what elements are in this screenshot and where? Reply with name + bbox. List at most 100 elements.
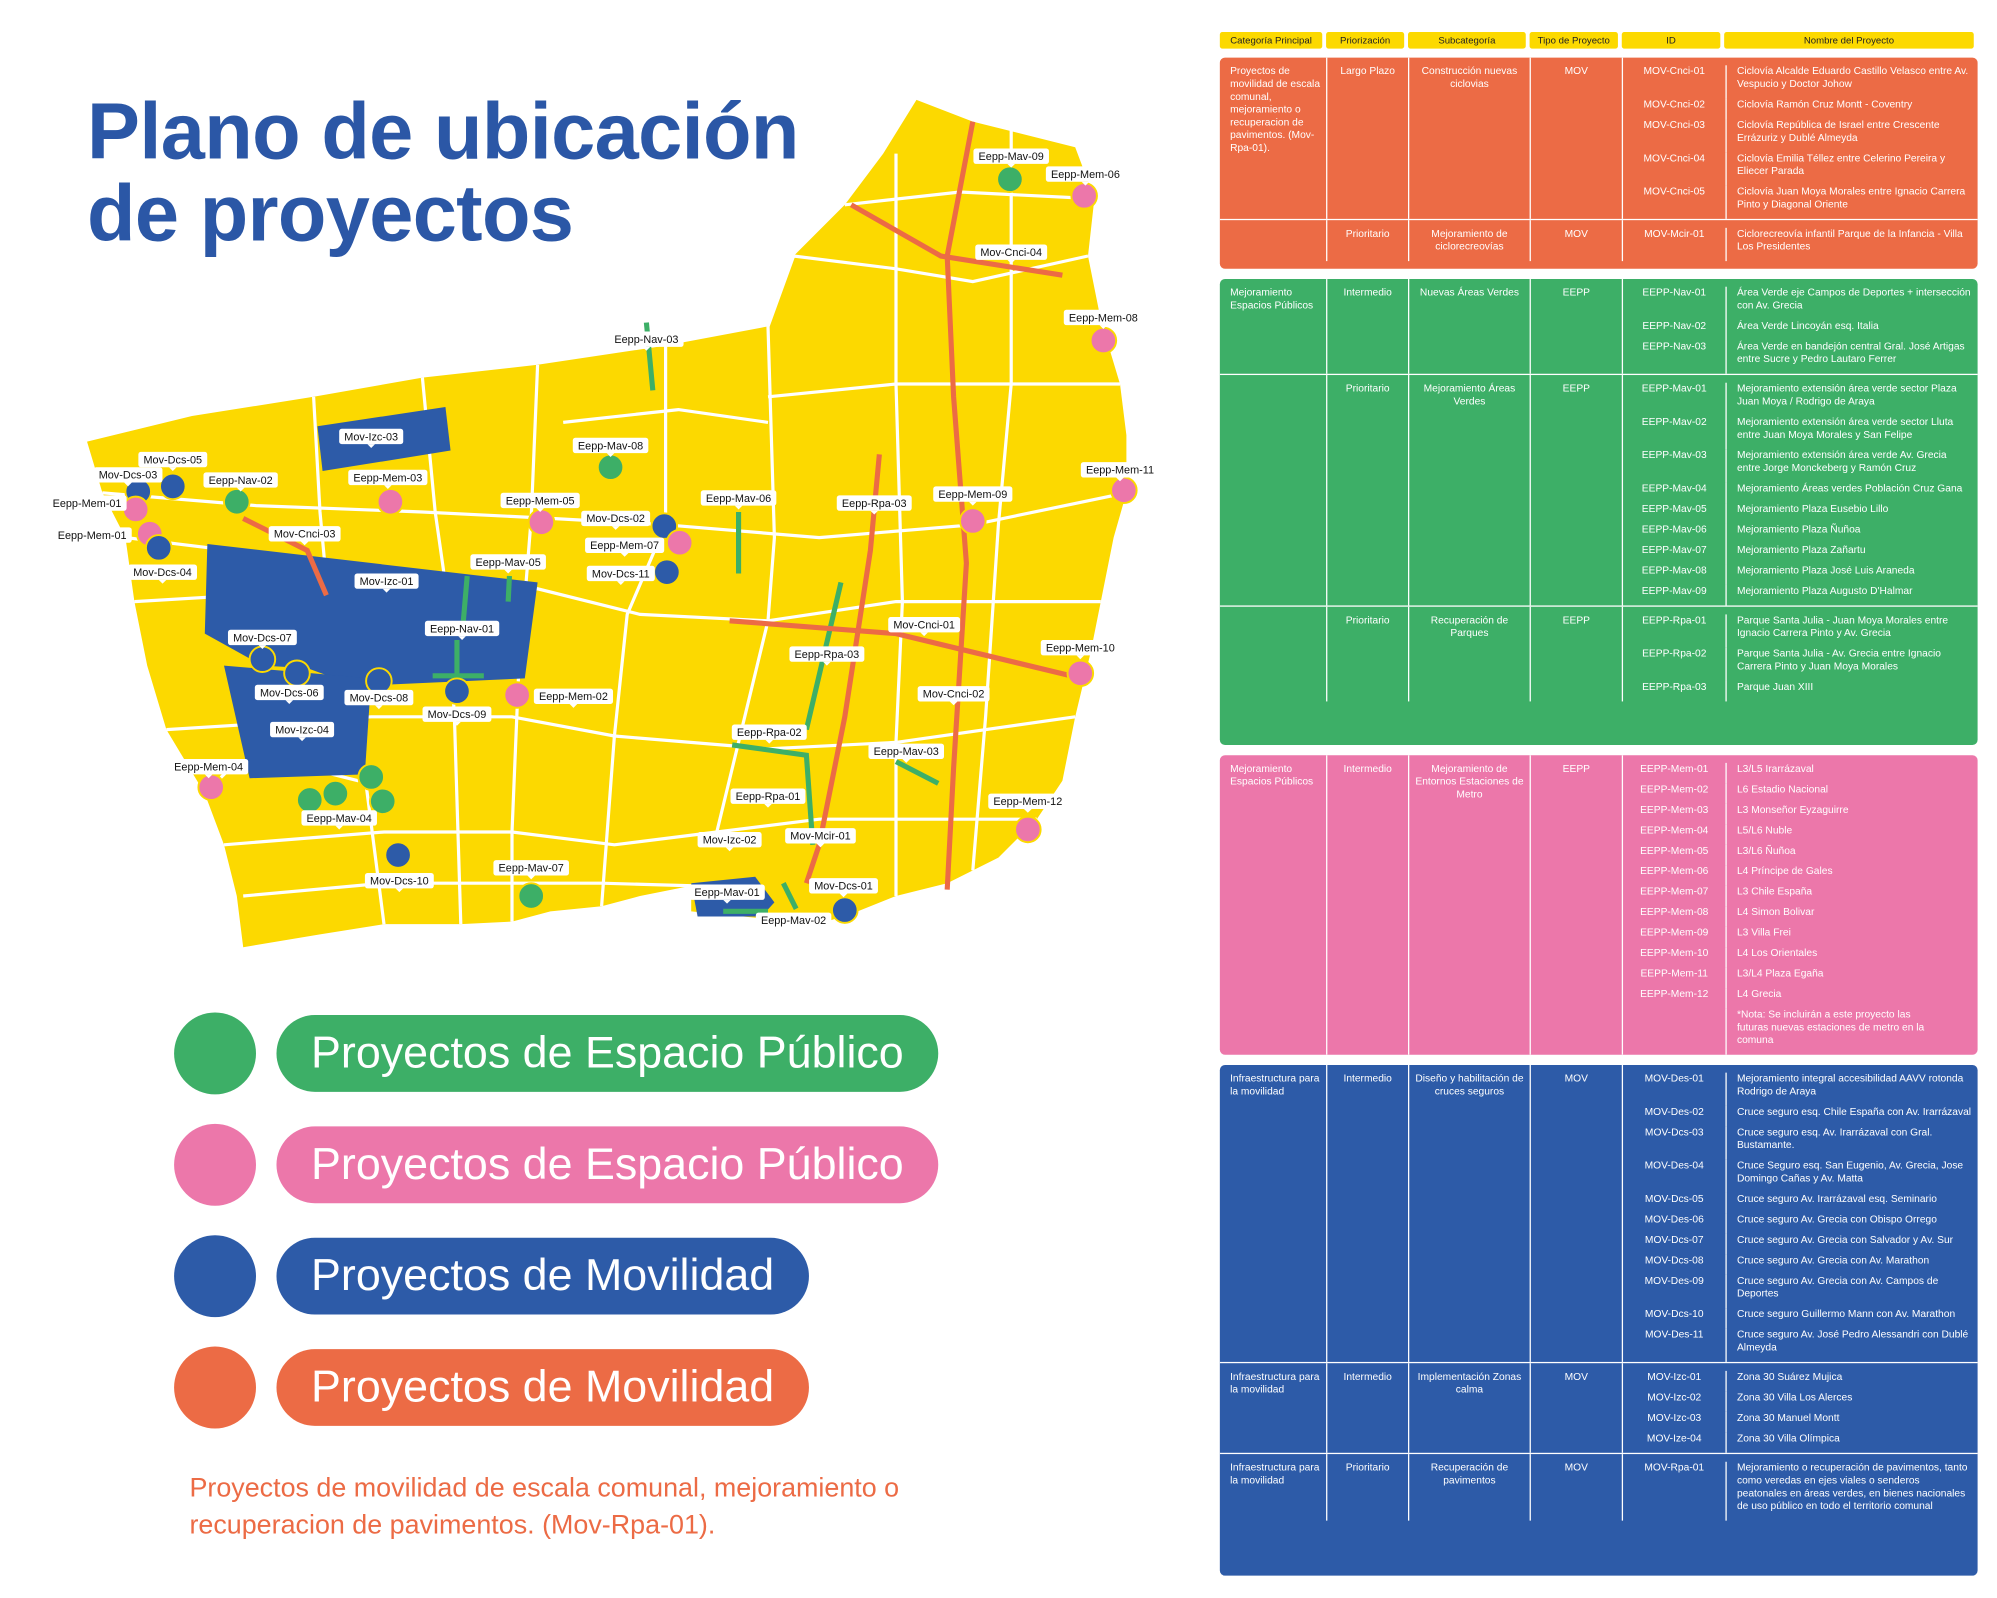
label-pointer [453,721,461,726]
label-text: Eepp-Mav-04 [307,813,372,825]
project-id: EEPP-Mem-11 [1640,967,1708,980]
map-label: Mov-Dcs-11 [586,565,655,585]
label-pointer [382,588,391,593]
project-name: Ciclovía Ramón Cruz Montt - Coventry [1725,98,1977,120]
table-block: Mejoramiento Espacios Públicos Intermedio… [1219,755,1978,1055]
project-name: Cruce seguro Av. Grecia con Obispo Orreg… [1725,1213,1977,1234]
project-id: EEPP-Mem-01 [1640,762,1709,775]
project-id: EEPP-Rpa-01 [1642,614,1707,626]
project-name: Parque Juan XIII [1725,680,1977,702]
marker [321,779,350,808]
label-pointer [335,825,344,830]
subcategory-cell: Mejoramiento Áreas Verdes [1408,375,1530,606]
subcategory-cell: Implementación Zonas calma [1408,1363,1530,1453]
marker [1070,182,1098,210]
map-label: Mov-Izc-04 [270,721,335,742]
priority-cell: Intermedio [1326,1363,1408,1453]
project-name: Cruce seguro esq. Chile España con Av. I… [1725,1105,1977,1127]
category-cell [1220,607,1326,702]
label-text: Eepp-Mav-03 [874,746,939,758]
map-label: Mov-Izc-03 [339,428,404,448]
marker [517,882,545,910]
marker [144,534,173,562]
project-name: Mejoramiento Plaza José Luis Araneda [1725,564,1977,585]
map-label: Eepp-Mem-06 [1045,166,1126,186]
label-text: Eepp-Mem-01 [53,498,122,510]
project-name: L3 Monseñor Eyzaguirre [1725,803,1977,825]
legend-dot [174,1346,256,1429]
project-id: MOV-Cnci-01 [1643,65,1705,77]
label-text: Eepp-Mav-02 [761,915,826,927]
label-pointer [527,875,536,880]
marker [996,165,1024,193]
project-id: EEPP-Mem-03 [1640,803,1709,816]
label-box [755,912,832,928]
label-text: Eepp-Mav-01 [694,887,759,899]
label-pointer [88,542,96,547]
label-text: Mov-Dcs-11 [592,568,650,580]
label-box [227,629,297,646]
project-id: MOV-Dcs-03 [1644,1126,1704,1138]
map-label: Mov-Dcs-03 [93,467,163,487]
label-box [301,810,377,826]
category-cell: Mejoramiento Espacios Públicos [1230,286,1314,312]
project-name: Mejoramiento extensión área verde Av. Gr… [1725,449,1977,483]
legend-item: Proyectos de Espacio Público [174,1123,939,1206]
map-label: Mov-Izc-02 [697,832,762,852]
map-label: Eepp-Mem-04 [169,759,249,779]
label-text: Eepp-Mem-11 [1086,465,1154,477]
label-text: Eepp-Rpa-03 [795,649,860,661]
label-box [354,573,419,589]
items-cell: EEPP-Mem-01 L3/L5 Irarrázaval EEPP-Mem-02 L… [1621,755,1978,1055]
project-name: Cruce seguro Av. Grecia con Av. Marathon [1725,1254,1977,1275]
label-pointer [168,467,177,472]
label-pointer [83,510,91,515]
project-id: MOV-Ize-04 [1646,1432,1702,1444]
label-box [868,743,945,760]
project-name: Cruce seguro esq. Av. Irarrázaval con Gr… [1725,1126,1977,1160]
subcategory-cell: Recuperación de Parques [1408,606,1530,702]
project-id: EEPP-Mem-07 [1640,885,1709,898]
priority-cell: Intermedio [1326,755,1408,1055]
project-name: Cruce seguro Av. Irarrázaval esq. Semina… [1725,1192,1977,1214]
category-cell: Proyectos de movilidad de escala comunal… [1230,65,1321,154]
project-name: Mejoramiento Plaza Ñuñoa [1725,523,1977,544]
project-name: Mejoramiento o recuperación de pavimento… [1725,1461,1977,1521]
label-pointer [723,899,731,904]
project-id: MOV-Izc-02 [1647,1391,1702,1403]
label-text: Eepp-Mav-06 [706,493,771,505]
markers [121,165,1138,924]
label-box [169,759,249,775]
label-pointer [870,510,879,515]
label-box [424,620,500,637]
project-name: L3 Villa Frei [1725,926,1977,948]
map-label: Mov-Dcs-02 [581,510,651,530]
orange-routes [242,121,1083,890]
label-box [364,872,434,889]
project-id: EEPP-Mav-02 [1641,416,1707,428]
table-block: Proyectos de movilidad de escala comunal… [1219,57,1978,269]
label-pointer [734,505,743,510]
project-id: MOV-Des-06 [1644,1213,1704,1225]
priority-cell: Prioritario [1326,375,1408,606]
label-text: Eepp-Rpa-02 [737,727,802,739]
project-id: EEPP-Mem-04 [1640,824,1709,836]
map-label: Mov-Dcs-04 [128,564,197,584]
table-block: Infraestructura para la movilidad Interme… [1219,1064,1978,1576]
table-row: Prioritario Mejoramiento de ciclorecreoví… [1219,218,1978,262]
label-box [609,331,684,347]
label-text: Eepp-Nav-03 [614,334,678,346]
project-name: L4 Príncipe de Gales [1725,865,1977,886]
label-text: Eepp-Mem-08 [1069,312,1138,324]
project-name: L4 Simon Bolivar [1725,906,1977,927]
project-id: MOV-Des-09 [1644,1274,1704,1287]
type-cell: MOV [1529,220,1622,262]
label-box [422,706,492,722]
label-pointer [298,737,306,742]
label-pointer [949,701,958,706]
project-name: Mejoramiento Áreas verdes Población Cruz… [1725,482,1977,504]
project-id: EEPP-Mav-06 [1641,523,1707,536]
project-name: Mejoramiento extensión área verde sector… [1725,382,1977,416]
map-label: Eepp-Mav-05 [470,554,546,574]
map-label: Mov-Dcs-06 [254,684,324,704]
